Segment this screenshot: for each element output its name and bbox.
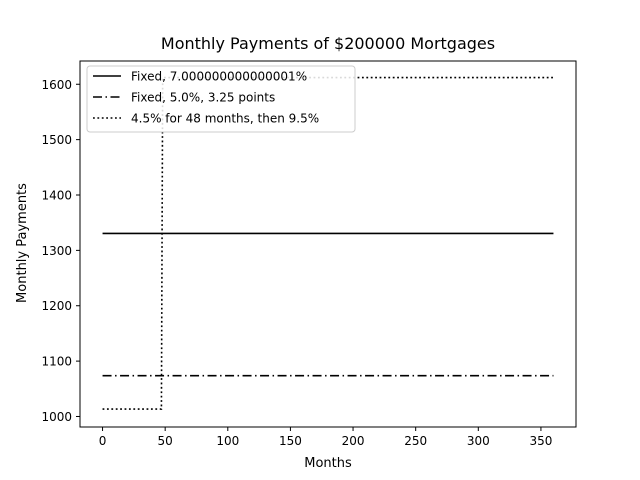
x-axis-ticks: 0 50 100 150 200 250 300 350 — [99, 427, 552, 448]
legend-box — [86, 65, 356, 133]
y-tick-label: 1300 — [41, 244, 72, 258]
y-tick-label: 1400 — [41, 188, 72, 202]
series-line-2 — [102, 76, 554, 410]
plot-area: 0 50 100 150 200 250 300 350 1000 1100 1200 1300 14… — [41, 60, 577, 448]
y-axis-ticks: 1000 1100 1200 1300 1400 1500 1600 — [41, 78, 80, 424]
x-tick-label: 200 — [342, 434, 365, 448]
x-tick-label: 300 — [467, 434, 490, 448]
y-axis-label: Monthly Payments — [15, 183, 30, 303]
legend-entry-1: Fixed, 5.0%, 3.25 points — [131, 91, 275, 105]
y-tick-label: 1600 — [41, 78, 72, 92]
x-tick-label: 50 — [158, 434, 173, 448]
axes-frame — [79, 60, 577, 428]
series-layer — [102, 76, 554, 410]
x-tick-label: 0 — [99, 434, 107, 448]
legend-entry-0: Fixed, 7.000000000000001% — [131, 70, 307, 84]
legend-entry-2: 4.5% for 48 months, then 9.5% — [131, 112, 319, 126]
x-tick-label: 250 — [404, 434, 427, 448]
chart-title: Monthly Payments of $200000 Mortgages — [161, 34, 495, 53]
y-tick-label: 1200 — [41, 299, 72, 313]
x-tick-label: 100 — [216, 434, 239, 448]
x-axis-label: Months — [304, 456, 352, 471]
legend: Fixed, 7.000000000000001% Fixed, 5.0%, 3.… — [86, 65, 356, 133]
x-tick-label: 150 — [279, 434, 302, 448]
y-tick-label: 1000 — [41, 410, 72, 424]
x-tick-label: 350 — [529, 434, 552, 448]
y-tick-label: 1100 — [41, 355, 72, 369]
y-tick-label: 1500 — [41, 133, 72, 147]
